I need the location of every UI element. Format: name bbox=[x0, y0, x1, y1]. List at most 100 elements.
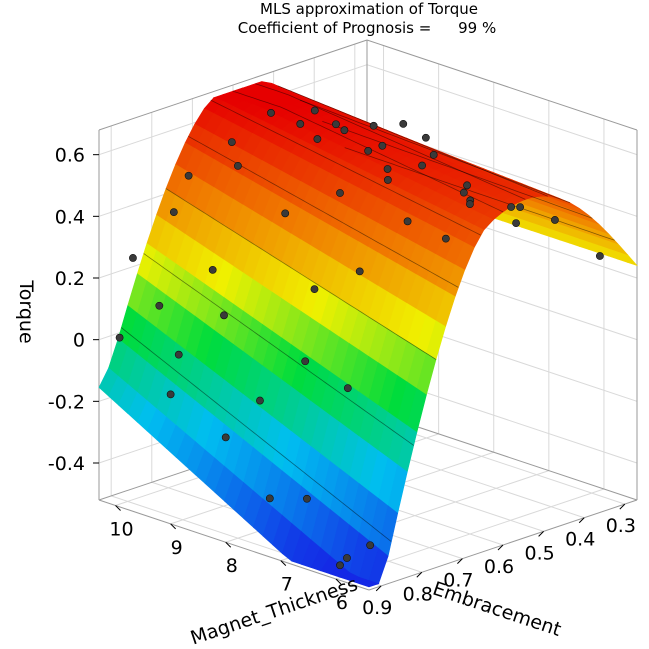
sample-point bbox=[399, 119, 408, 128]
contour-line bbox=[143, 253, 414, 446]
contour-line bbox=[210, 99, 481, 236]
sample-point bbox=[421, 133, 430, 142]
sample-point bbox=[364, 146, 373, 155]
y-tick-label: 8 bbox=[226, 555, 238, 577]
sample-point bbox=[310, 106, 319, 115]
sample-point bbox=[313, 135, 322, 143]
y-tick-label: 9 bbox=[171, 537, 183, 559]
sample-point bbox=[227, 138, 236, 146]
box-edge bbox=[98, 499, 370, 591]
surface-patch bbox=[358, 580, 380, 588]
y-tick-mark bbox=[280, 560, 287, 566]
y-tick-mark bbox=[170, 523, 176, 530]
sample-point bbox=[343, 554, 351, 562]
sample-point bbox=[129, 254, 137, 262]
sample-point bbox=[551, 216, 559, 224]
contour-line bbox=[165, 188, 437, 360]
sample-point bbox=[184, 171, 193, 180]
sample-point bbox=[516, 203, 525, 212]
contour-line bbox=[277, 85, 548, 197]
sample-point bbox=[595, 252, 604, 260]
sample-point bbox=[355, 267, 364, 276]
sample-point bbox=[507, 203, 516, 211]
x-tick-mark bbox=[497, 544, 504, 551]
z-axis-label: Torque bbox=[15, 279, 37, 343]
z-tick-label: -0.4 bbox=[48, 453, 85, 475]
sample-point bbox=[378, 141, 387, 150]
y-tick-label: 10 bbox=[109, 519, 133, 541]
chart-title: MLS approximation of Torque bbox=[260, 0, 478, 18]
sample-point bbox=[403, 217, 412, 226]
sample-point bbox=[296, 120, 305, 128]
sample-point bbox=[267, 109, 275, 117]
sample-point bbox=[429, 150, 438, 159]
sample-point bbox=[155, 301, 164, 310]
sample-point bbox=[169, 208, 178, 217]
x-tick-mark bbox=[457, 558, 463, 564]
sample-point bbox=[332, 120, 340, 129]
chart-subtitle: Coefficient of Prognosis = 99 % bbox=[238, 19, 496, 37]
sample-point bbox=[418, 161, 426, 170]
sample-point bbox=[220, 311, 228, 320]
sample-point bbox=[366, 541, 375, 550]
y-tick-mark bbox=[225, 541, 232, 548]
x-tick-label: 0.4 bbox=[565, 529, 595, 551]
x-tick-mark bbox=[578, 517, 585, 524]
z-tick-label: 0.2 bbox=[55, 268, 85, 290]
x-tick-mark bbox=[375, 585, 382, 592]
sample-point bbox=[343, 384, 352, 393]
sample-point bbox=[310, 285, 319, 294]
box-edge bbox=[366, 39, 638, 131]
contour-line bbox=[255, 83, 526, 200]
x-tick-mark bbox=[538, 531, 544, 537]
x-tick-label: 0.5 bbox=[524, 542, 554, 564]
sample-point bbox=[463, 181, 471, 190]
contour-line bbox=[188, 135, 459, 288]
sample-point bbox=[336, 189, 344, 197]
sample-point bbox=[221, 433, 230, 442]
sample-point bbox=[301, 357, 310, 366]
y-tick-mark bbox=[335, 578, 342, 585]
z-tick-label: 0 bbox=[73, 330, 85, 352]
sample-point bbox=[115, 333, 124, 342]
contour-line bbox=[322, 121, 593, 219]
chart-subtitle-value: 99 % bbox=[458, 19, 496, 37]
x-tick-label: 0.8 bbox=[403, 583, 433, 605]
axis-ticks: 0.6 0.4 0.2 0 -0.2 -0.4 0.3 0.4 0.5 0.6 0.7 0.8 0.9 1… bbox=[48, 145, 636, 619]
response-surface bbox=[98, 81, 638, 588]
sample-point bbox=[265, 494, 274, 503]
sample-point bbox=[441, 234, 450, 243]
x-tick-label: 0.6 bbox=[484, 556, 514, 578]
x-axis-label: Embracement bbox=[430, 578, 564, 641]
contour-line bbox=[121, 327, 392, 542]
contour-lines bbox=[121, 83, 615, 542]
contour-line bbox=[344, 147, 615, 241]
z-tick-label: -0.2 bbox=[48, 391, 85, 413]
x-tick-label: 0.3 bbox=[606, 515, 636, 537]
z-tick-label: 0.6 bbox=[55, 145, 85, 167]
sample-point bbox=[383, 165, 392, 173]
x-tick-mark bbox=[619, 503, 626, 510]
sample-point bbox=[208, 265, 217, 274]
y-tick-label: 6 bbox=[336, 592, 348, 614]
sample-point bbox=[256, 396, 264, 405]
x-tick-label: 0.9 bbox=[362, 597, 392, 619]
sample-point bbox=[303, 494, 311, 503]
grid-line bbox=[366, 64, 638, 156]
x-tick-label: 0.7 bbox=[443, 570, 473, 592]
sample-point bbox=[383, 176, 392, 184]
x-tick-mark bbox=[416, 571, 423, 578]
sample-point bbox=[166, 390, 175, 399]
sample-point bbox=[369, 121, 378, 130]
chart-subtitle-label: Coefficient of Prognosis = bbox=[238, 19, 432, 37]
box-edge bbox=[98, 39, 368, 131]
sample-point bbox=[340, 126, 349, 135]
y-axis-label: Magnet_Thickness bbox=[188, 573, 361, 649]
y-tick-label: 7 bbox=[281, 574, 293, 596]
sample-point bbox=[234, 161, 242, 170]
z-tick-label: 0.4 bbox=[55, 206, 85, 228]
sample-points bbox=[115, 106, 604, 570]
sample-point bbox=[466, 200, 474, 208]
sample-point bbox=[512, 219, 520, 227]
